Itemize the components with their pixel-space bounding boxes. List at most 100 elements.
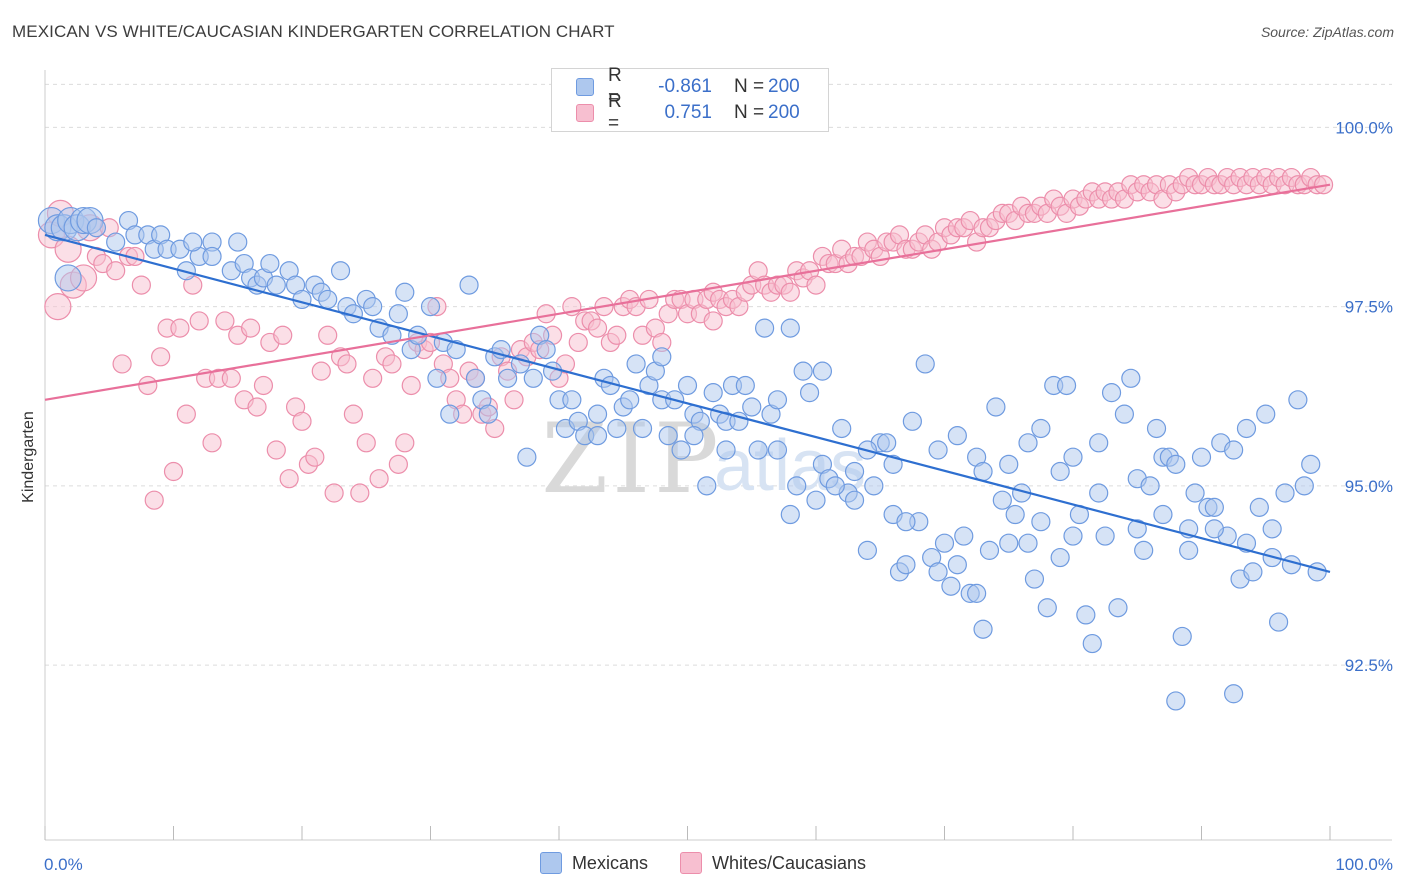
data-point [1146,418,1167,439]
data-point [1256,404,1276,424]
data-point [1089,483,1109,503]
data-point [1076,605,1096,625]
data-point [1005,504,1025,525]
y-tick-label: 95.0% [1345,477,1393,496]
data-point [1243,562,1263,582]
data-point [106,261,126,281]
data-point [517,447,537,467]
data-point [144,490,164,510]
data-point [992,490,1012,510]
data-point [1301,454,1321,474]
data-point [632,418,653,439]
data-point [658,426,678,446]
data-point [1095,526,1115,546]
data-point [799,383,820,403]
y-tick-label: 92.5% [1345,656,1393,675]
data-point [427,368,447,388]
correlation-legend: R = -0.861 N = 200 R = 0.751 N = 200 [551,65,829,134]
data-point [896,512,916,532]
data-point [1050,461,1070,482]
data-point [1024,569,1045,589]
legend-swatch-blue [539,852,562,874]
data-point [1101,383,1122,403]
data-point [1037,598,1057,618]
legend-item-whites[interactable]: Whites/Caucasians [679,852,866,874]
data-point [202,246,222,267]
data-point [703,311,723,331]
data-point [742,397,762,417]
data-point [947,426,967,446]
data-point [754,318,775,338]
data-point [1224,684,1244,704]
data-point [1082,633,1102,654]
data-point [176,261,196,281]
data-point [221,368,241,388]
data-point [273,325,293,345]
data-point [767,390,788,410]
data-point [459,275,479,295]
data-point [1281,555,1302,575]
legend-swatch-pink [679,852,702,874]
data-point [986,397,1006,417]
data-point [780,282,800,302]
data-point [1063,447,1083,467]
y-axis-label: Kindergarten [20,411,37,503]
data-point [363,368,383,388]
legend-swatch-pink [576,104,594,122]
data-point [388,304,408,324]
data-point [54,264,82,292]
data-point [440,404,460,424]
legend-r-label: R = [608,65,622,108]
data-point [915,354,935,374]
y-tick-label: 100.0% [1335,118,1393,137]
data-point [1307,562,1327,582]
data-point [934,533,955,553]
data-point [607,418,627,439]
data-point [999,454,1019,474]
data-point [1127,519,1147,539]
data-point [163,461,184,482]
data-point [350,483,370,503]
data-point [253,375,274,396]
data-point [967,583,987,603]
data-point [318,289,338,310]
data-point [1166,454,1186,474]
legend-label-mexicans: Mexicans [571,852,648,873]
data-point [703,383,723,403]
data-point [999,533,1019,553]
data-point [587,426,608,446]
data-point [787,476,807,496]
data-point [780,318,800,338]
data-point [947,555,967,575]
data-point [844,490,865,510]
whites-trend-line [44,183,1331,401]
data-point [498,368,518,388]
legend-swatch-blue [576,78,594,96]
data-point [902,411,922,431]
data-point [1294,476,1314,496]
data-point [1018,433,1038,453]
data-point [292,289,312,310]
data-point [857,540,878,560]
data-point [806,490,826,510]
data-point [1063,526,1083,546]
legend-r-value: 0.751 [664,102,712,123]
legend-row-mexicans: R = -0.861 N = 200 [576,65,800,108]
data-point [825,476,845,496]
legend-n-label: N = [734,76,765,97]
data-point [1224,440,1244,460]
data-point [138,375,158,396]
legend-item-mexicans[interactable]: Mexicans [539,852,648,874]
data-point [941,576,961,596]
legend-n-value: 200 [768,102,800,123]
mexicans-trend-line [44,233,1331,573]
data-point [1262,519,1282,539]
data-point [176,404,196,424]
data-point [523,368,543,388]
x-tick-label-min: 0.0% [44,855,83,874]
data-point [343,404,363,424]
data-point [1204,519,1224,539]
data-point [1268,612,1289,632]
data-point [562,390,582,410]
